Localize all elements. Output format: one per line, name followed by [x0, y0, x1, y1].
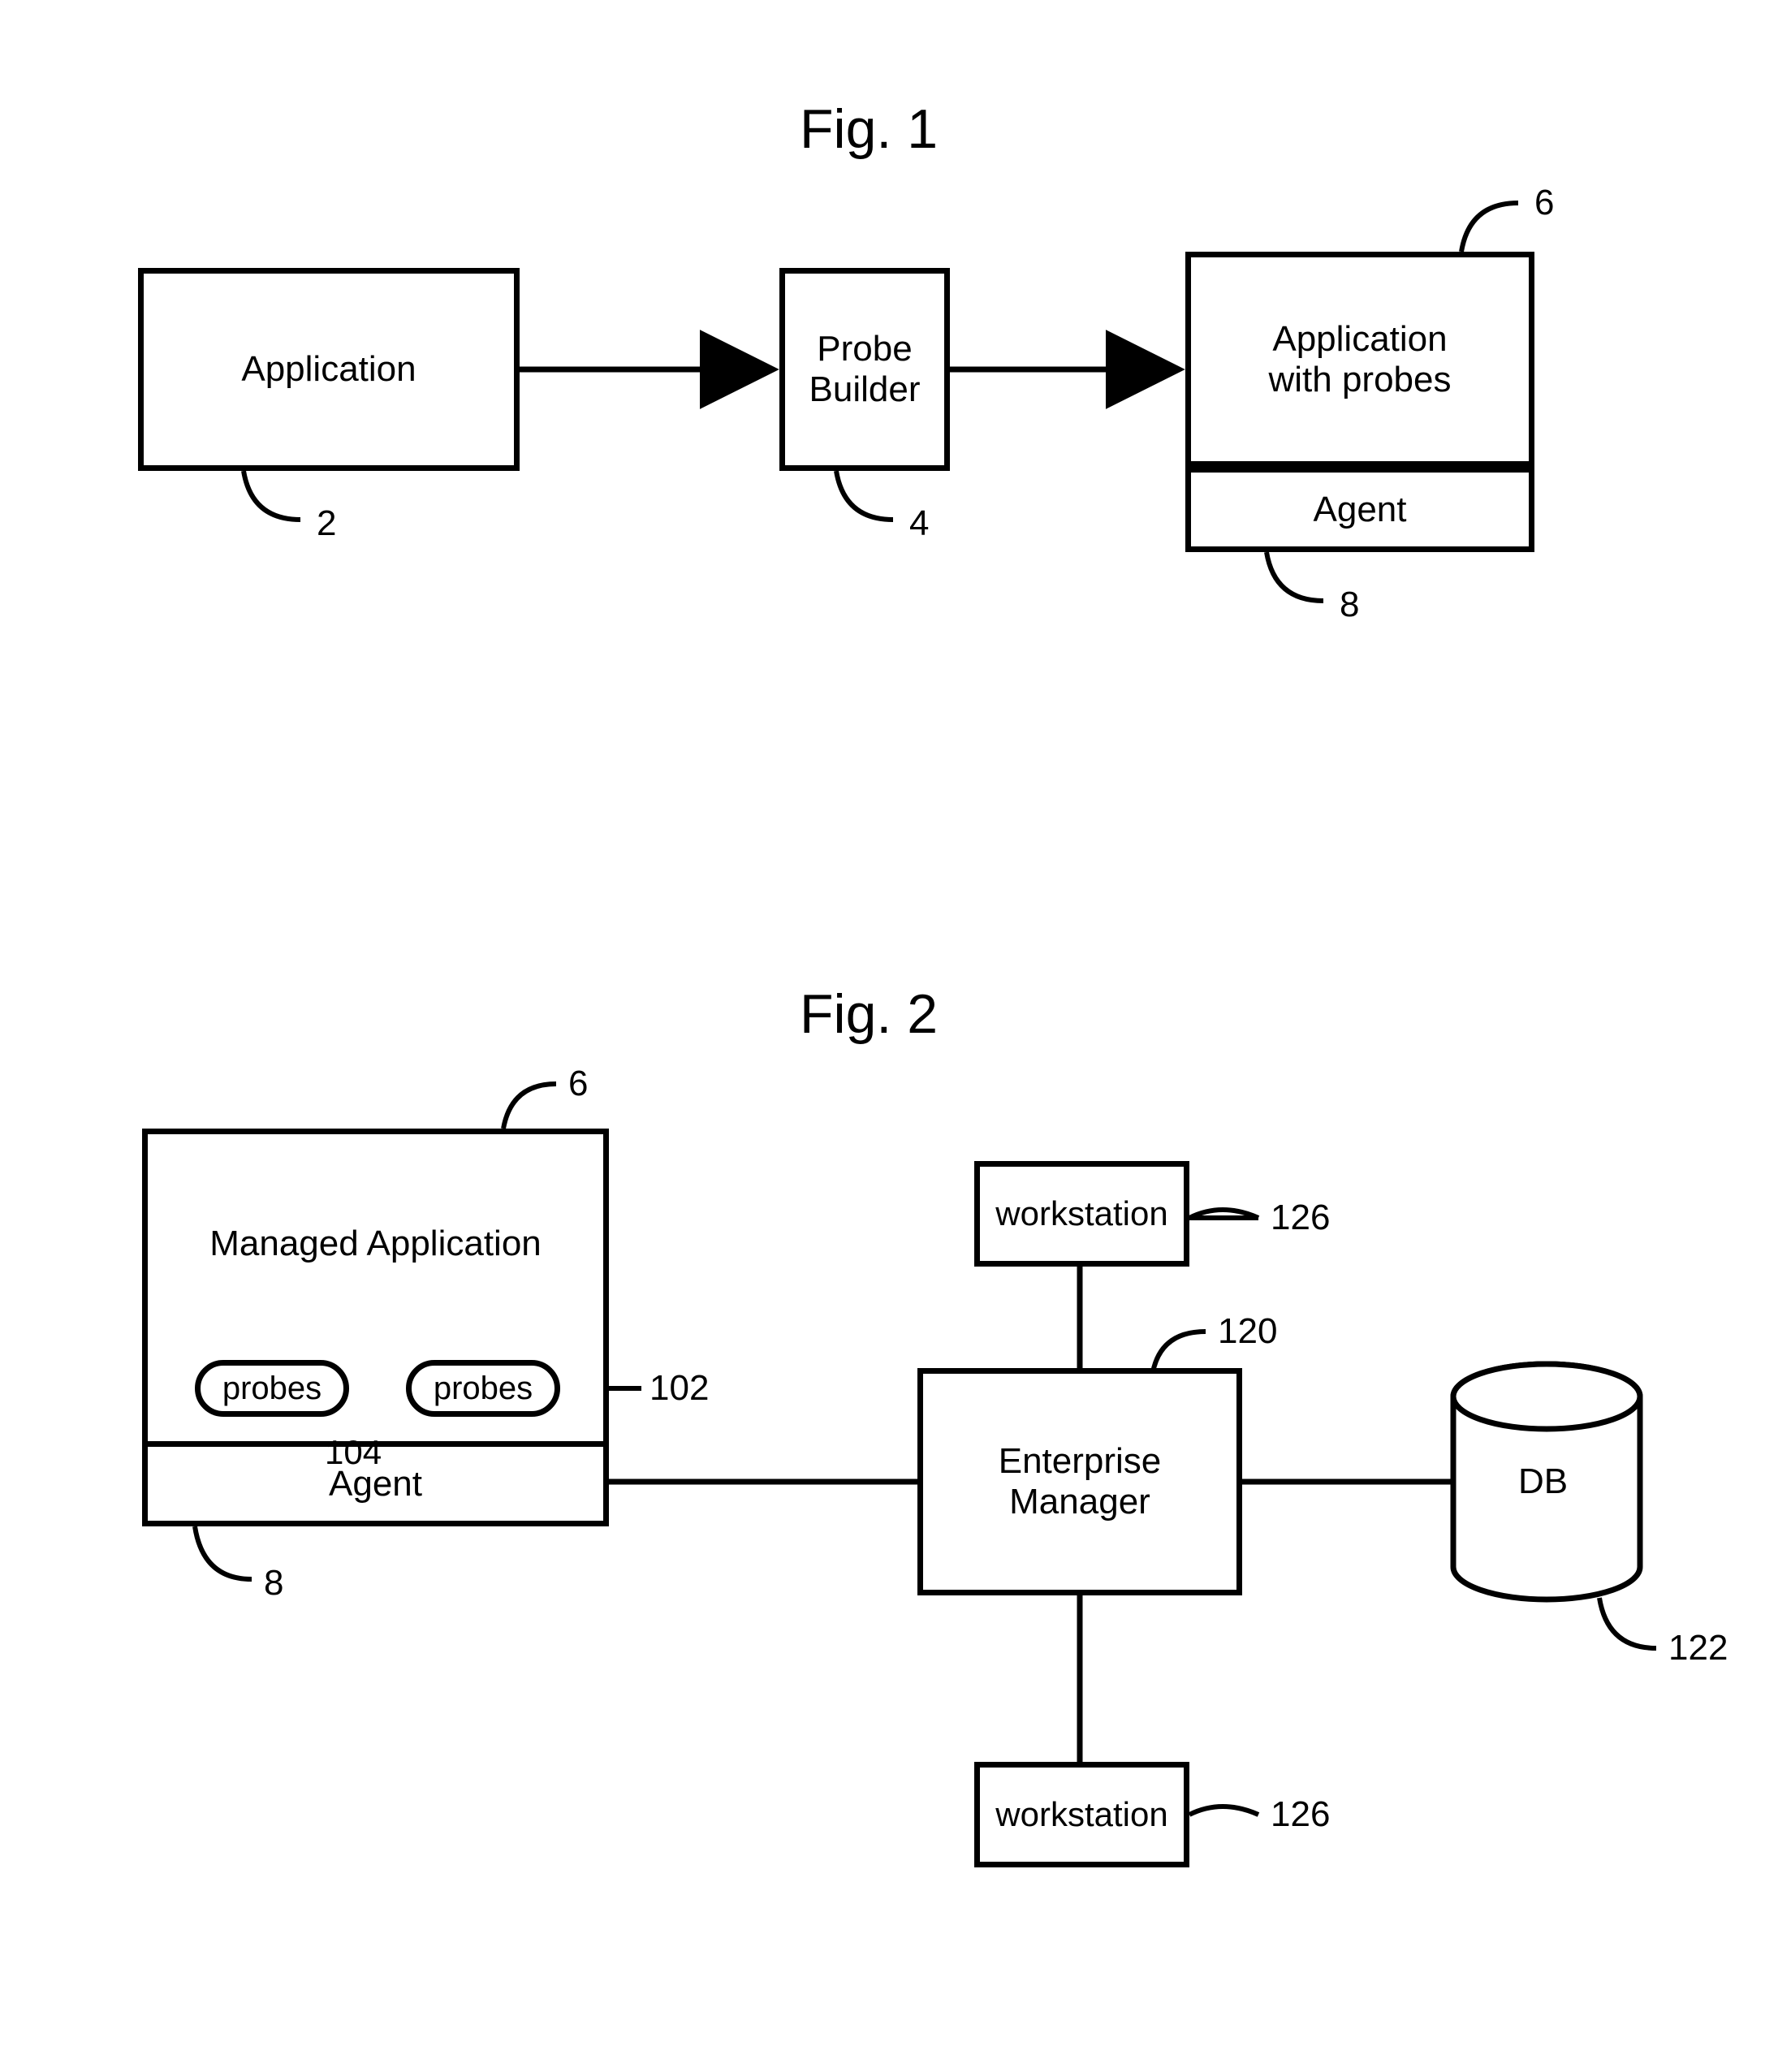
- fig1-title: Fig. 1: [666, 97, 1072, 161]
- fig2-workstation-top-label: workstation: [995, 1194, 1167, 1233]
- fig2-ref-6: 6: [568, 1064, 588, 1104]
- fig1-ref-8: 8: [1340, 585, 1359, 625]
- fig1-agent-box: Agent: [1185, 467, 1534, 552]
- fig1-probe-builder-box: Probe Builder: [779, 268, 950, 471]
- fig1-application-box: Application: [138, 268, 520, 471]
- fig1-probe-builder-label: Probe Builder: [809, 329, 921, 410]
- fig2-db-label: DB: [1518, 1461, 1568, 1502]
- fig2-enterprise-manager-label: Enterprise Manager: [999, 1441, 1162, 1522]
- fig1-ref-2: 2: [317, 503, 336, 544]
- fig2-probes-left-label: probes: [222, 1371, 322, 1407]
- fig2-ref-126-top: 126: [1271, 1198, 1330, 1238]
- fig1-application-label: Application: [241, 349, 416, 390]
- fig2-probes-right: probes: [406, 1360, 560, 1417]
- fig1-app-probes-box: Application with probes: [1185, 252, 1534, 467]
- fig2-title: Fig. 2: [666, 982, 1072, 1046]
- fig2-probes-left: probes: [195, 1360, 349, 1417]
- fig2-workstation-bottom: workstation: [974, 1762, 1189, 1867]
- fig2-ref-102: 102: [649, 1368, 709, 1409]
- fig1-app-probes-label: Application with probes: [1268, 319, 1451, 400]
- fig2-ref-120: 120: [1218, 1311, 1277, 1352]
- fig2-probes-right-label: probes: [434, 1371, 533, 1407]
- fig2-enterprise-manager: Enterprise Manager: [917, 1368, 1242, 1595]
- page: Fig. 1 Application Probe Builder Applica…: [0, 0, 1778, 2072]
- fig1-ref-4: 4: [909, 503, 929, 544]
- fig2-workstation-top: workstation: [974, 1161, 1189, 1267]
- fig2-ref-104: 104: [325, 1433, 382, 1472]
- fig2-workstation-bottom-label: workstation: [995, 1795, 1167, 1834]
- fig1-ref-6: 6: [1534, 183, 1554, 223]
- fig2-ref-8: 8: [264, 1563, 283, 1604]
- fig2-ref-122: 122: [1668, 1628, 1728, 1668]
- fig1-agent-label: Agent: [1314, 490, 1407, 530]
- fig2-ref-126-bottom: 126: [1271, 1794, 1330, 1835]
- fig2-managed-app-label: Managed Application: [209, 1224, 542, 1264]
